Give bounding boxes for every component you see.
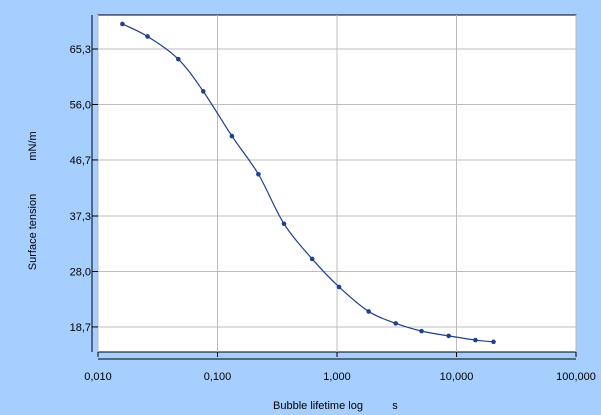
data-point	[393, 321, 399, 326]
axes	[91, 15, 577, 360]
y-axis-unit: mN/m	[27, 131, 39, 160]
data-point	[491, 339, 496, 345]
data-point	[200, 89, 206, 94]
data-point	[281, 221, 287, 227]
y-tick-label: 28,0	[70, 266, 91, 278]
y-tick-label: 46,7	[70, 155, 91, 167]
x-axis-unit: s	[392, 400, 398, 412]
data-point	[256, 171, 261, 177]
x-axis-title: Bubble lifetime log	[273, 400, 363, 412]
x-tick-label: 0,100	[204, 371, 232, 383]
x-tick-label: 1,000	[323, 371, 351, 383]
x-tick-label: 100,000	[556, 371, 596, 383]
grid-lines	[97, 15, 577, 352]
x-tick-label: 10,000	[440, 371, 474, 383]
data-point	[473, 337, 478, 343]
y-tick-label: 56,0	[70, 99, 91, 111]
series-layer	[120, 21, 496, 345]
data-point	[120, 21, 125, 27]
data-point	[309, 256, 315, 262]
tick-labels: 0,010 0,100 1,000 10,000 100,000 18,7 28,0 37,3…	[70, 44, 596, 383]
y-tick-label: 37,3	[70, 211, 91, 223]
y-tick-label: 18,7	[70, 322, 91, 334]
y-axis-title: Surface tension	[27, 194, 39, 270]
x-tick-label: 0,010	[84, 371, 112, 383]
data-point	[419, 328, 424, 334]
y-tick-label: 65,3	[70, 44, 91, 56]
data-point	[145, 34, 150, 39]
data-point	[229, 133, 235, 139]
data-point	[176, 56, 181, 62]
data-point	[336, 284, 342, 290]
data-point	[366, 309, 371, 314]
data-point	[446, 333, 451, 339]
